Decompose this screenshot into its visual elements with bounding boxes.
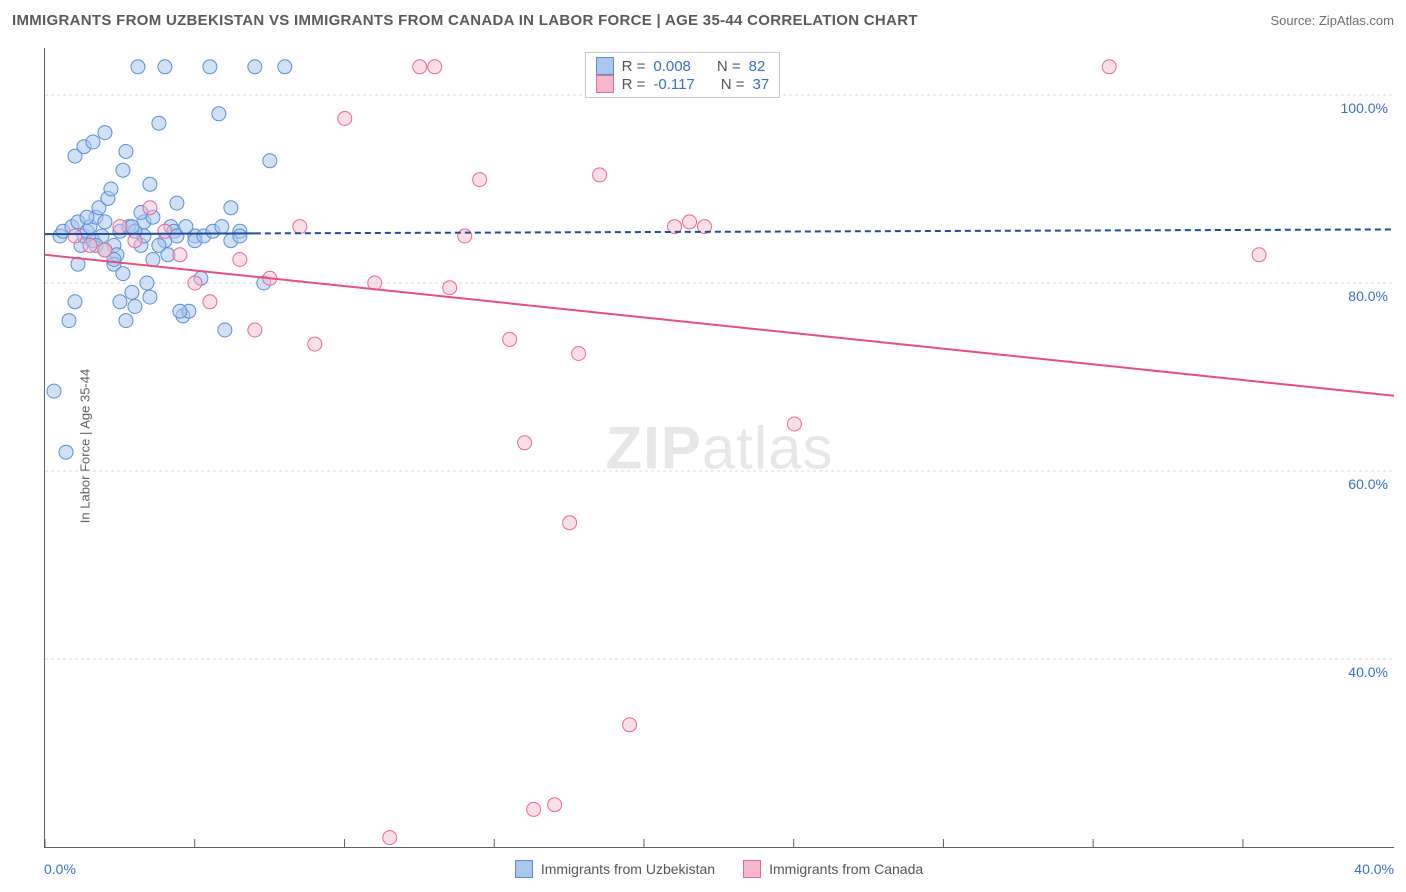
n-value-1: 82 bbox=[749, 58, 766, 75]
stats-row-series-1: R = 0.008 N = 82 bbox=[596, 57, 770, 75]
svg-text:100.0%: 100.0% bbox=[1341, 100, 1388, 116]
svg-text:60.0%: 60.0% bbox=[1348, 476, 1388, 492]
stats-swatch-1 bbox=[596, 57, 614, 75]
source-name: ZipAtlas.com bbox=[1319, 13, 1394, 28]
r-label: R = bbox=[622, 76, 646, 93]
n-label: N = bbox=[721, 76, 745, 93]
chart-frame: 40.0% 60.0% 80.0% 100.0% R = 0.008 N = 82 R… bbox=[44, 48, 1394, 848]
legend-swatch-2 bbox=[743, 860, 761, 878]
chart-title: IMMIGRANTS FROM UZBEKISTAN VS IMMIGRANTS… bbox=[12, 12, 918, 29]
svg-text:80.0%: 80.0% bbox=[1348, 288, 1388, 304]
r-value-1: 0.008 bbox=[653, 58, 691, 75]
legend-label-2: Immigrants from Canada bbox=[769, 861, 923, 877]
legend-item-1: Immigrants from Uzbekistan bbox=[515, 860, 715, 878]
correlation-stats-box: R = 0.008 N = 82 R = -0.117 N = 37 bbox=[585, 52, 781, 98]
stats-swatch-2 bbox=[596, 75, 614, 93]
stats-row-series-2: R = -0.117 N = 37 bbox=[596, 75, 770, 93]
x-axis-max-label: 40.0% bbox=[1314, 861, 1394, 877]
chart-footer: 0.0% Immigrants from Uzbekistan Immigran… bbox=[44, 854, 1394, 884]
r-value-2: -0.117 bbox=[653, 76, 694, 93]
source-label: Source: bbox=[1270, 13, 1318, 28]
legend-label-1: Immigrants from Uzbekistan bbox=[541, 861, 715, 877]
legend-item-2: Immigrants from Canada bbox=[743, 860, 923, 878]
chart-header: IMMIGRANTS FROM UZBEKISTAN VS IMMIGRANTS… bbox=[0, 0, 1406, 40]
legend: Immigrants from Uzbekistan Immigrants fr… bbox=[515, 860, 923, 878]
source-attribution: Source: ZipAtlas.com bbox=[1270, 13, 1394, 28]
scatter-plot: 40.0% 60.0% 80.0% 100.0% bbox=[45, 48, 1394, 847]
r-label: R = bbox=[622, 58, 646, 75]
n-label: N = bbox=[717, 58, 741, 75]
legend-swatch-1 bbox=[515, 860, 533, 878]
svg-text:40.0%: 40.0% bbox=[1348, 664, 1388, 680]
x-axis-min-label: 0.0% bbox=[44, 861, 124, 877]
n-value-2: 37 bbox=[753, 76, 770, 93]
